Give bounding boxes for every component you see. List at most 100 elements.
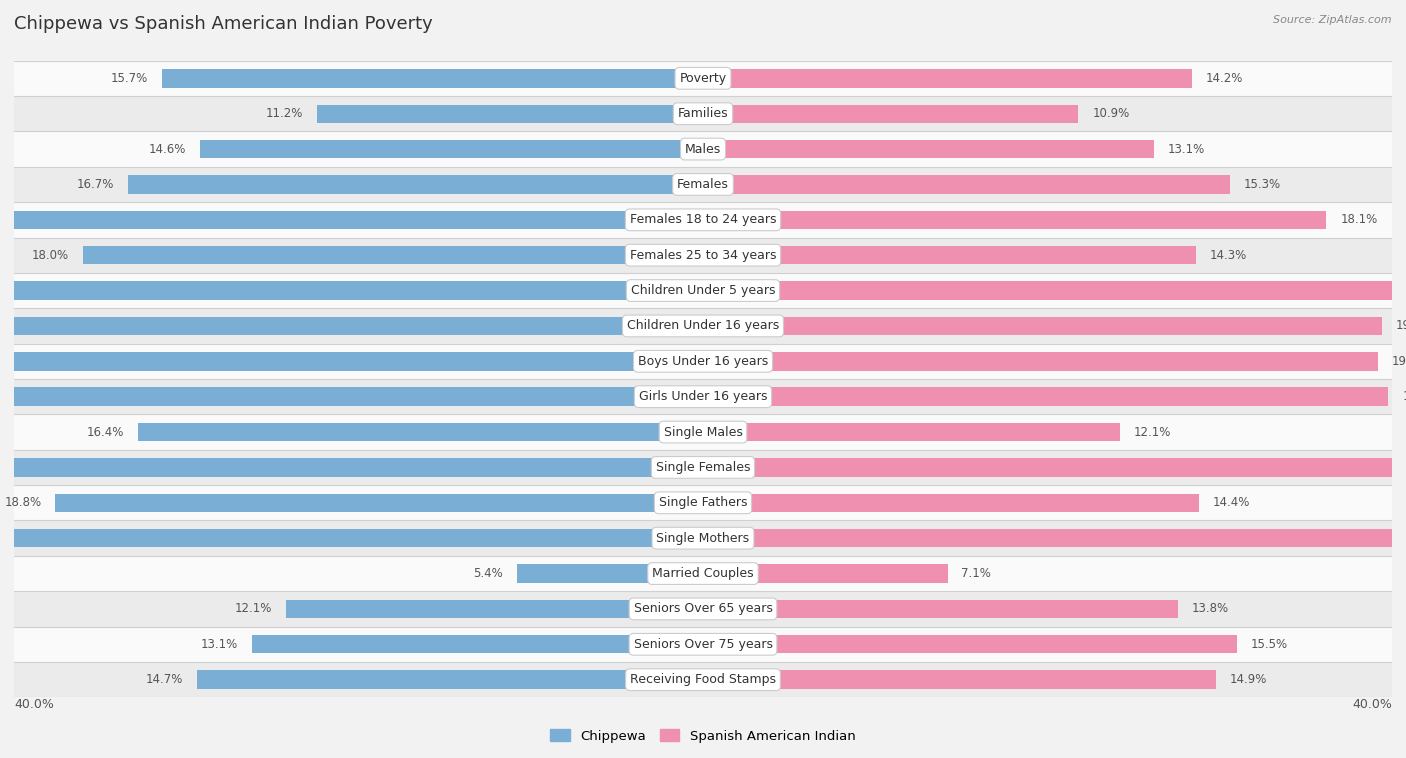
Bar — [14, 591, 1392, 627]
Text: Seniors Over 75 years: Seniors Over 75 years — [634, 637, 772, 651]
Bar — [14, 96, 1392, 131]
Text: Females 18 to 24 years: Females 18 to 24 years — [630, 213, 776, 227]
Bar — [14, 309, 1392, 343]
Text: Girls Under 16 years: Girls Under 16 years — [638, 390, 768, 403]
Text: 19.7%: 19.7% — [1395, 319, 1406, 333]
Text: 19.9%: 19.9% — [1402, 390, 1406, 403]
Bar — [703, 281, 1399, 299]
Bar — [517, 565, 703, 583]
Text: Single Males: Single Males — [664, 425, 742, 439]
Text: 18.1%: 18.1% — [1340, 213, 1378, 227]
Bar — [252, 635, 703, 653]
Text: 13.8%: 13.8% — [1192, 603, 1229, 615]
Text: Families: Families — [678, 107, 728, 121]
Bar — [0, 352, 703, 371]
Bar — [0, 529, 703, 547]
Text: 10.9%: 10.9% — [1092, 107, 1129, 121]
Bar — [703, 600, 1178, 618]
Bar — [83, 246, 703, 265]
Bar — [138, 423, 703, 441]
Text: 5.4%: 5.4% — [474, 567, 503, 580]
Bar — [703, 387, 1389, 406]
Text: 13.1%: 13.1% — [1168, 143, 1205, 155]
Text: Boys Under 16 years: Boys Under 16 years — [638, 355, 768, 368]
Text: 18.0%: 18.0% — [32, 249, 69, 262]
Text: 40.0%: 40.0% — [1353, 698, 1392, 711]
Text: Chippewa vs Spanish American Indian Poverty: Chippewa vs Spanish American Indian Pove… — [14, 15, 433, 33]
Bar — [703, 175, 1230, 193]
Bar — [703, 565, 948, 583]
Bar — [0, 459, 703, 477]
Text: Receiving Food Stamps: Receiving Food Stamps — [630, 673, 776, 686]
Bar — [703, 459, 1406, 477]
Text: Children Under 16 years: Children Under 16 years — [627, 319, 779, 333]
Bar — [0, 317, 703, 335]
Bar — [14, 237, 1392, 273]
Bar — [162, 69, 703, 87]
Legend: Chippewa, Spanish American Indian: Chippewa, Spanish American Indian — [546, 724, 860, 748]
Text: 7.1%: 7.1% — [962, 567, 991, 580]
Bar — [14, 202, 1392, 237]
Text: 11.2%: 11.2% — [266, 107, 304, 121]
Bar — [128, 175, 703, 193]
Text: Females: Females — [678, 178, 728, 191]
Text: 14.2%: 14.2% — [1206, 72, 1243, 85]
Text: 40.0%: 40.0% — [14, 698, 53, 711]
Text: 19.6%: 19.6% — [1392, 355, 1406, 368]
Bar — [0, 281, 703, 299]
Text: 16.7%: 16.7% — [76, 178, 114, 191]
Text: Poverty: Poverty — [679, 72, 727, 85]
Text: 13.1%: 13.1% — [201, 637, 238, 651]
Bar — [703, 317, 1382, 335]
Text: Single Females: Single Females — [655, 461, 751, 474]
Bar — [703, 493, 1199, 512]
Bar — [0, 387, 703, 406]
Text: 12.1%: 12.1% — [1133, 425, 1171, 439]
Bar — [14, 343, 1392, 379]
Bar — [318, 105, 703, 123]
Text: Females 25 to 34 years: Females 25 to 34 years — [630, 249, 776, 262]
Bar — [703, 246, 1195, 265]
Bar — [703, 529, 1406, 547]
Bar — [703, 635, 1237, 653]
Text: Seniors Over 65 years: Seniors Over 65 years — [634, 603, 772, 615]
Text: 14.7%: 14.7% — [145, 673, 183, 686]
Text: 14.3%: 14.3% — [1209, 249, 1247, 262]
Text: 16.4%: 16.4% — [87, 425, 124, 439]
Text: 14.9%: 14.9% — [1230, 673, 1267, 686]
Bar — [287, 600, 703, 618]
Bar — [14, 61, 1392, 96]
Text: Males: Males — [685, 143, 721, 155]
Text: Children Under 5 years: Children Under 5 years — [631, 284, 775, 297]
Bar — [14, 521, 1392, 556]
Bar — [703, 69, 1192, 87]
Text: Single Mothers: Single Mothers — [657, 531, 749, 545]
Bar — [14, 556, 1392, 591]
Text: 15.7%: 15.7% — [111, 72, 149, 85]
Bar — [703, 105, 1078, 123]
Bar — [14, 273, 1392, 309]
Bar — [14, 449, 1392, 485]
Bar — [14, 379, 1392, 415]
Bar — [14, 131, 1392, 167]
Bar — [14, 167, 1392, 202]
Bar — [703, 352, 1378, 371]
Text: Single Fathers: Single Fathers — [659, 496, 747, 509]
Bar — [703, 671, 1216, 689]
Text: 15.3%: 15.3% — [1244, 178, 1281, 191]
Bar — [200, 140, 703, 158]
Text: 18.8%: 18.8% — [4, 496, 42, 509]
Text: Married Couples: Married Couples — [652, 567, 754, 580]
Bar — [703, 140, 1154, 158]
Bar — [14, 662, 1392, 697]
Bar — [703, 423, 1119, 441]
Bar — [197, 671, 703, 689]
Text: 14.4%: 14.4% — [1213, 496, 1250, 509]
Bar — [0, 211, 703, 229]
Bar — [703, 211, 1326, 229]
Text: 14.6%: 14.6% — [149, 143, 186, 155]
Bar — [14, 627, 1392, 662]
Text: Source: ZipAtlas.com: Source: ZipAtlas.com — [1274, 15, 1392, 25]
Bar — [14, 415, 1392, 449]
Bar — [14, 485, 1392, 521]
